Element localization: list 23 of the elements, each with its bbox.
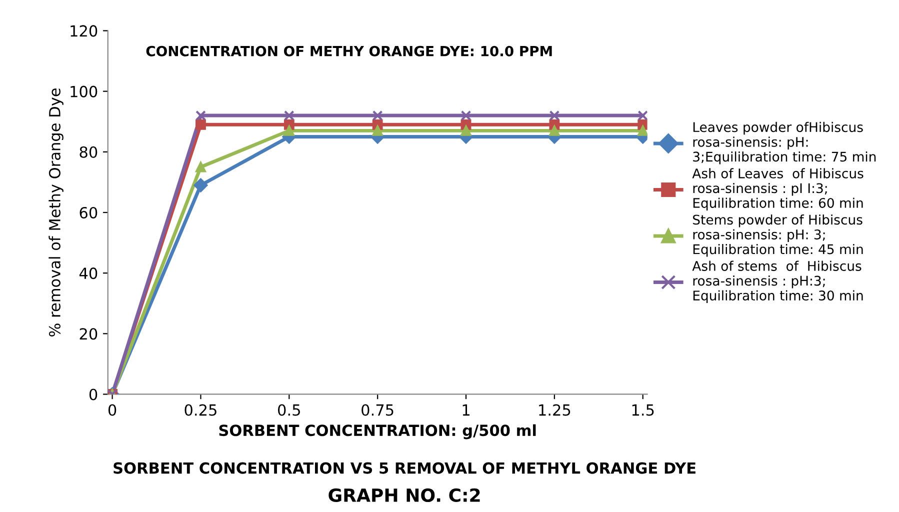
legend-label: Stems powder of Hibiscus rosa-sinensis: pH: 3; Equilibration time: 45 min [693, 214, 863, 257]
y-axis-title: % removal of Methy Orange Dye [48, 88, 64, 336]
text: SORBENT CONCENTRATION VS 5 REMOVAL OF METHYL ORANGE DYE [114, 462, 696, 474]
legend-label: Leaves powder ofHibiscus rosa-sinensis: pH: 3;Equilibration time: 75 min [693, 122, 876, 164]
y-tick-label: 40 [79, 268, 98, 280]
x-tick-label: 0.5 [278, 404, 300, 416]
x-tick-label: 1.25 [539, 404, 570, 416]
x-tick-label: 1.5 [632, 404, 654, 416]
x-tick-label: 0.75 [362, 404, 394, 416]
y-tick-label: 0 [89, 388, 98, 400]
x-axis-title: SORBENT CONCENTRATION: g/500 ml [219, 424, 536, 440]
y-tick-label: 20 [80, 328, 98, 340]
y-tick-label: 120 [70, 25, 98, 37]
legend-label: Ash of stems of Hibiscus rosa-sinensis : pH:3; Equilibration time: 30 min [692, 260, 863, 304]
x-tick-label: 0 [108, 404, 116, 416]
legend-label: Ash of Leaves of Hibiscus rosa-sinensis : pI I:3; Equilibration time: 60 min [692, 168, 864, 210]
x-tick-label: 1 [462, 404, 470, 416]
x-tick-label: 0.25 [184, 404, 216, 416]
text: GRAPH NO. C:2 [328, 488, 480, 502]
y-tick-label: 80 [80, 146, 98, 158]
y-tick-label: 100 [70, 86, 98, 98]
y-tick-label: 60 [80, 206, 98, 218]
text: CONCENTRATION OF METHY ORANGE DYE: 10.0 PPM [146, 46, 552, 56]
